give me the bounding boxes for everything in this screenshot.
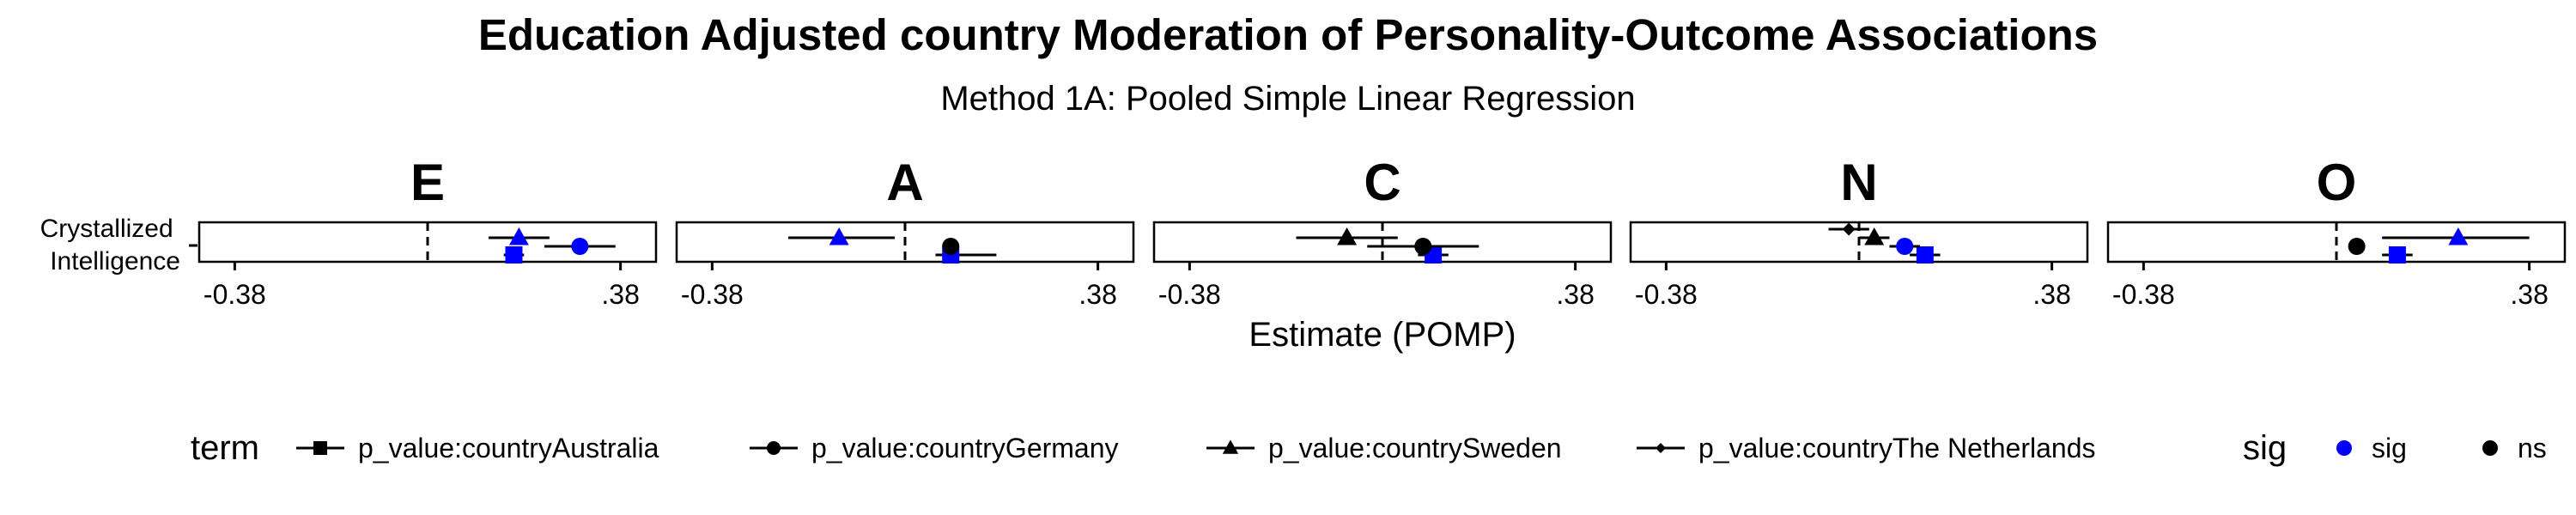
x-tick-label: .38	[2510, 279, 2548, 310]
facet-label: N	[1840, 154, 1877, 211]
x-axis-title: Estimate (POMP)	[1249, 316, 1516, 354]
legend-key-marker	[767, 441, 781, 455]
legend-term-label: p_value:countryAustralia	[358, 433, 659, 464]
facet-label: C	[1364, 154, 1400, 211]
point-marker	[1842, 222, 1856, 236]
legend: term sig p_value:countryAustralia p_value…	[191, 429, 2547, 467]
facet-panel-N: N -0.38 .38	[1629, 154, 2089, 310]
point-marker	[1337, 227, 1358, 245]
x-tick-label: -0.38	[1635, 279, 1698, 310]
facet-label: E	[410, 154, 445, 211]
x-tick-label: .38	[2032, 279, 2070, 310]
legend-sig-title: sig	[2243, 429, 2287, 467]
point-marker	[829, 227, 849, 245]
legend-sig-label: sig	[2372, 433, 2407, 464]
x-tick-label: .38	[601, 279, 639, 310]
facets: E -0.38 .38 A -0.38 .38 C -0.38 .38 N -0.38 .38 O -0.…	[197, 154, 2567, 310]
point-marker	[1864, 227, 1885, 245]
legend-sig-label: ns	[2518, 433, 2547, 464]
x-tick-label: .38	[1078, 279, 1116, 310]
legend-term-label: p_value:countryThe Netherlands	[1698, 433, 2096, 464]
facet-panel-E: E -0.38 .38	[197, 154, 658, 310]
x-tick-label: -0.38	[204, 279, 266, 310]
legend-term-label: p_value:countrySweden	[1268, 433, 1562, 464]
legend-key-marker	[1656, 443, 1666, 453]
point-marker	[505, 246, 523, 264]
legend-key-marker	[313, 441, 327, 455]
point-marker	[2448, 227, 2469, 245]
x-tick-label: .38	[1556, 279, 1594, 310]
legend-sig-marker	[2482, 440, 2498, 456]
y-category-label-line-2: Intelligence	[50, 247, 180, 276]
point-marker	[1896, 238, 1914, 255]
facet-panel-C: C -0.38 .38	[1152, 154, 1613, 310]
x-tick-label: -0.38	[1158, 279, 1221, 310]
chart-subtitle: Method 1A: Pooled Simple Linear Regressi…	[940, 80, 1635, 118]
y-category-label-line-1: Crystallized	[40, 215, 173, 243]
point-marker	[2348, 238, 2366, 255]
point-marker	[1414, 238, 1432, 255]
point-marker	[1916, 246, 1934, 264]
legend-term-title: term	[191, 429, 259, 467]
legend-sig-marker	[2336, 440, 2352, 456]
facet-label: A	[886, 154, 923, 211]
legend-key-marker	[1222, 439, 1239, 454]
point-marker	[942, 238, 960, 255]
facet-label: O	[2317, 154, 2357, 211]
facet-panel-A: A -0.38 .38	[675, 154, 1135, 310]
point-marker	[508, 227, 529, 245]
point-marker	[571, 238, 589, 255]
facet-panel-O: O -0.38 .38	[2106, 154, 2567, 310]
point-marker	[2388, 246, 2406, 264]
x-tick-label: -0.38	[2112, 279, 2175, 310]
legend-term-label: p_value:countryGermany	[811, 433, 1119, 464]
y-category-label: Crystallized Intelligence	[40, 215, 180, 276]
chart-title: Education Adjusted country Moderation of…	[478, 10, 2098, 59]
x-tick-label: -0.38	[681, 279, 744, 310]
